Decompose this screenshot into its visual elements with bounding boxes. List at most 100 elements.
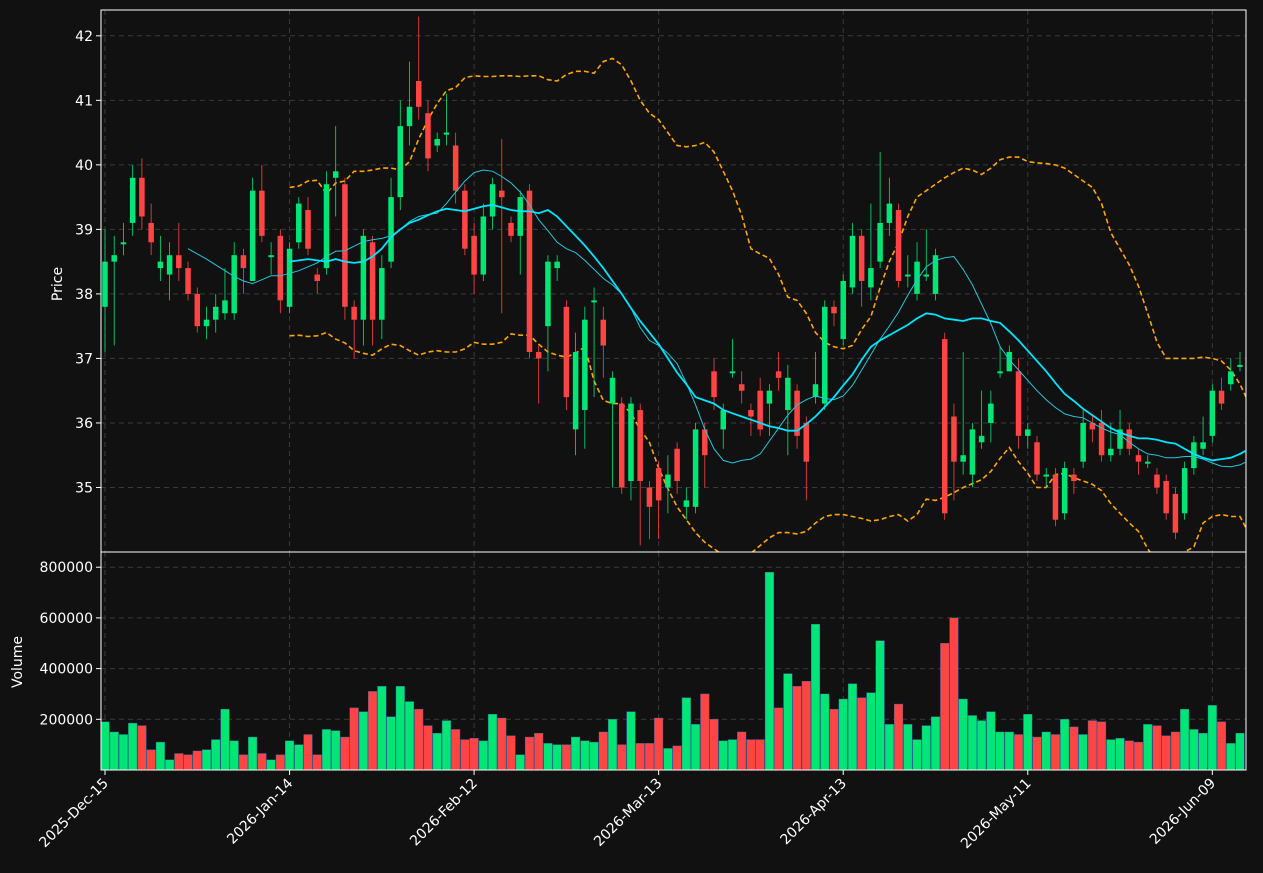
candle-body [868, 268, 874, 288]
price-axis-label: Price [50, 267, 66, 301]
volume-bar [174, 753, 184, 771]
volume-bar [552, 744, 562, 771]
volume-bar [340, 736, 350, 771]
volume-bar [774, 707, 784, 771]
volume-bar [248, 736, 258, 771]
candle-body [914, 261, 920, 294]
candle-body [831, 306, 837, 314]
candle-body [462, 190, 468, 249]
volume-bar [940, 643, 950, 771]
candle-body [332, 171, 339, 178]
candle-body [822, 306, 828, 404]
volume-bar [958, 698, 968, 771]
volume-bar [405, 701, 415, 771]
candle-body [1144, 461, 1151, 464]
candle-body [600, 319, 607, 346]
volume-bar [100, 721, 110, 771]
volume-bar [847, 683, 857, 771]
candle-body [139, 177, 145, 217]
candle-body [1126, 429, 1133, 449]
candle-body [1191, 442, 1197, 469]
volume-bar [571, 736, 581, 771]
volume-tick-label: 600000 [40, 611, 93, 627]
candle-body [286, 248, 293, 307]
candle-body [212, 306, 219, 320]
candle-body [231, 255, 237, 314]
volume-bar [1023, 714, 1033, 771]
volume-bar [737, 731, 747, 771]
candle-body [1237, 364, 1243, 367]
candle-body [582, 319, 588, 411]
volume-bar [395, 686, 405, 771]
candle-body [545, 261, 551, 327]
candle-body [443, 132, 450, 135]
price-tick-label: 41 [75, 93, 93, 109]
volume-bar [1041, 731, 1051, 771]
volume-bar [617, 744, 627, 771]
volume-bar [312, 754, 322, 771]
volume-bar [1180, 708, 1190, 771]
candle-body [1043, 474, 1049, 477]
price-tick-label: 38 [75, 287, 93, 303]
volume-bar [1161, 735, 1171, 771]
volume-tick-label: 400000 [40, 662, 93, 678]
volume-y-axis: 200000 400000 600000 800000 [40, 560, 101, 728]
volume-bar [238, 754, 248, 771]
volume-bar [894, 703, 904, 771]
volume-bar [746, 739, 756, 771]
volume-bar [681, 697, 691, 771]
candle-body [222, 300, 228, 314]
volume-bar [128, 722, 138, 771]
candle-body [997, 371, 1003, 374]
candle-body [120, 242, 127, 245]
candle-body [628, 403, 634, 482]
candle-body [342, 184, 348, 307]
candle-body [148, 222, 154, 243]
volume-bar [608, 719, 618, 771]
candle-body [1061, 468, 1068, 514]
candle-body [895, 210, 902, 281]
volume-bar [506, 735, 516, 771]
volume-bar [534, 733, 544, 771]
candle-body [305, 210, 311, 249]
volume-bar [654, 717, 664, 771]
candle-body [618, 403, 625, 488]
candle-body [932, 255, 939, 294]
candle-body [1089, 422, 1096, 430]
candle-body [129, 177, 136, 223]
candle-body [1071, 474, 1077, 482]
volume-panel-frame [100, 551, 1247, 771]
candle-body [849, 235, 856, 288]
volume-bar [460, 739, 470, 771]
candle-body [785, 377, 791, 411]
candle-body [1006, 351, 1013, 372]
candle-body [185, 268, 191, 294]
sma-slow-line [289, 203, 1246, 462]
volume-tick-label: 800000 [40, 560, 93, 576]
candle-body [1025, 429, 1031, 436]
candle-body [259, 190, 265, 236]
volume-bar [709, 719, 719, 771]
candle-body [969, 429, 976, 475]
price-tick-label: 37 [75, 351, 93, 367]
price-tick-label: 35 [75, 480, 93, 496]
candle-body [1098, 422, 1105, 456]
candle-body [840, 281, 846, 340]
volume-bar [561, 744, 571, 771]
candle-body [923, 274, 930, 277]
candle-body [766, 390, 773, 404]
candle-body [941, 339, 948, 514]
candle-body [665, 474, 671, 488]
candle-body [397, 126, 404, 198]
volume-bar [1124, 740, 1134, 771]
candle-body [637, 410, 643, 482]
candle-body [1108, 448, 1114, 456]
candle-body [499, 190, 505, 198]
bollinger-upper-line [289, 57, 1246, 399]
candle-body [1218, 390, 1225, 404]
volume-bar [1143, 724, 1153, 771]
candle-body [655, 468, 662, 501]
volume-bar [137, 725, 147, 771]
volume-bar [451, 729, 461, 771]
volume-bar [1050, 734, 1060, 771]
